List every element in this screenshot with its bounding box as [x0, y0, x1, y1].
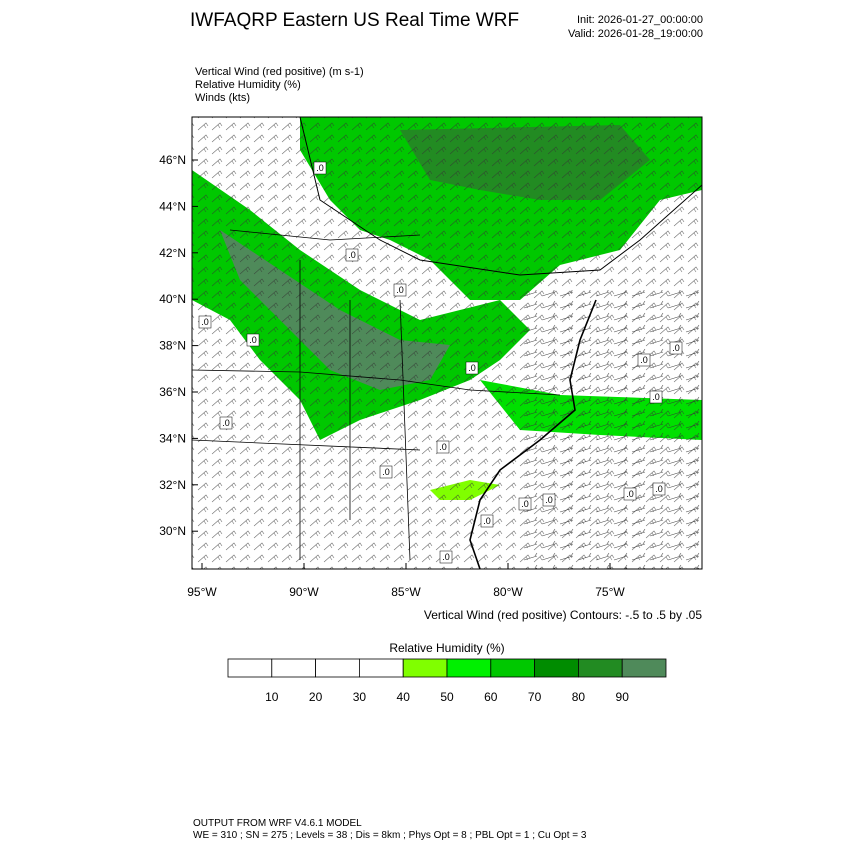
- contour-label-box: [219, 416, 233, 430]
- lat-label: 46°N: [159, 153, 186, 167]
- map: [192, 117, 702, 569]
- footer-model: OUTPUT FROM WRF V4.6.1 MODEL: [193, 818, 362, 829]
- colorbar-label: 60: [484, 690, 498, 704]
- contour-label: .0: [545, 495, 553, 505]
- field-label: Vertical Wind (red positive) (m s-1): [195, 66, 364, 78]
- colorbar-box: [621, 658, 667, 678]
- colorbar-label: 80: [572, 690, 586, 704]
- contour-label-box: [246, 333, 260, 347]
- contour-label: .0: [222, 418, 230, 428]
- contour-label: .0: [316, 163, 324, 173]
- lat-label: 32°N: [159, 478, 186, 492]
- contour-label-box: [439, 550, 453, 564]
- contour-label-box: [637, 353, 651, 367]
- contour-label: .0: [348, 250, 356, 260]
- colorbar-label: 20: [309, 690, 323, 704]
- footer-settings: WE = 310 ; SN = 275 ; Levels = 38 ; Dis …: [193, 830, 587, 841]
- field-label: Winds (kts): [195, 92, 250, 104]
- init-time: Init: 2026-01-27_00:00:00: [577, 14, 703, 26]
- contour-label-box: [345, 248, 359, 262]
- contour-label-box: [465, 361, 479, 375]
- contour-label: .0: [201, 317, 209, 327]
- colorbar-box: [315, 658, 360, 678]
- lon-label: 90°W: [289, 585, 319, 599]
- colorbar-box: [271, 658, 316, 678]
- contour-label-box: [518, 497, 532, 511]
- contour-label: .0: [672, 343, 680, 353]
- lon-label: 95°W: [187, 585, 217, 599]
- lat-label: 36°N: [159, 385, 186, 399]
- colorbar-box: [227, 658, 273, 678]
- colorbar-label: 50: [440, 690, 454, 704]
- lon-label: 75°W: [595, 585, 625, 599]
- title: IWFAQRP Eastern US Real Time WRF: [190, 10, 519, 31]
- contour-label: .0: [640, 355, 648, 365]
- colorbar-box: [402, 658, 448, 678]
- contour-label-box: [313, 161, 327, 175]
- contour-label-box: [480, 514, 494, 528]
- contour-label: .0: [442, 552, 450, 562]
- contour-label: .0: [396, 285, 404, 295]
- colorbar-box: [534, 658, 579, 678]
- colorbar-box: [358, 658, 404, 678]
- colorbar-title: Relative Humidity (%): [389, 641, 504, 655]
- contour-label-box: [379, 465, 393, 479]
- colorbar-box: [490, 658, 535, 678]
- lon-label: 80°W: [493, 585, 523, 599]
- colorbar-label: 70: [528, 690, 542, 704]
- colorbar-label: 90: [616, 690, 630, 704]
- contour-label-box: [542, 493, 556, 507]
- colorbar-box: [578, 658, 623, 678]
- lat-label: 30°N: [159, 524, 186, 538]
- contour-label-box: [198, 315, 212, 329]
- contour-label: .0: [382, 467, 390, 477]
- lat-label: 38°N: [159, 339, 186, 353]
- colorbar-label: 30: [353, 690, 367, 704]
- contour-label-box: [623, 487, 637, 501]
- contour-label: .0: [652, 392, 660, 402]
- lat-label: 44°N: [159, 199, 186, 213]
- map-frame: [191, 116, 703, 570]
- contour-label-box: [393, 283, 407, 297]
- field-label: Relative Humidity (%): [195, 79, 301, 91]
- contour-label: .0: [249, 335, 257, 345]
- lat-label: 40°N: [159, 292, 186, 306]
- lat-label: 34°N: [159, 431, 186, 445]
- contour-label-box: [436, 440, 450, 454]
- contour-label: .0: [439, 442, 447, 452]
- lat-label: 42°N: [159, 246, 186, 260]
- contour-label: .0: [521, 499, 529, 509]
- contour-label: .0: [626, 489, 634, 499]
- contour-label: .0: [483, 516, 491, 526]
- colorbar-label: 40: [397, 690, 411, 704]
- colorbar-label: 10: [265, 690, 279, 704]
- contour-label: .0: [655, 484, 663, 494]
- contour-label-box: [652, 482, 666, 496]
- lon-label: 85°W: [391, 585, 421, 599]
- colorbar-box: [446, 658, 492, 678]
- valid-time: Valid: 2026-01-28_19:00:00: [568, 28, 703, 40]
- contour-note: Vertical Wind (red positive) Contours: -…: [424, 608, 702, 622]
- contour-label-box: [669, 341, 683, 355]
- contour-label: .0: [468, 363, 476, 373]
- contour-label-box: [649, 390, 663, 404]
